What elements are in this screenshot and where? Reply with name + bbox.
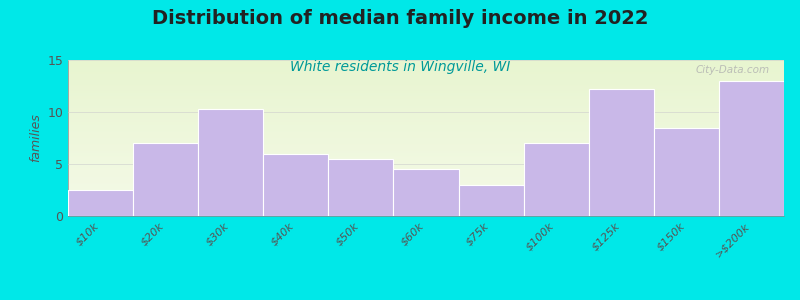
Y-axis label: families: families bbox=[29, 114, 42, 162]
Bar bbox=[198, 109, 263, 216]
Bar bbox=[133, 143, 198, 216]
Bar bbox=[458, 185, 524, 216]
Bar bbox=[68, 190, 133, 216]
Bar bbox=[524, 143, 589, 216]
Bar bbox=[589, 89, 654, 216]
Bar bbox=[263, 154, 328, 216]
Text: Distribution of median family income in 2022: Distribution of median family income in … bbox=[152, 9, 648, 28]
Bar bbox=[328, 159, 394, 216]
Bar bbox=[394, 169, 458, 216]
Bar bbox=[654, 128, 719, 216]
Text: White residents in Wingville, WI: White residents in Wingville, WI bbox=[290, 60, 510, 74]
Text: City-Data.com: City-Data.com bbox=[695, 65, 770, 75]
Bar bbox=[719, 81, 784, 216]
